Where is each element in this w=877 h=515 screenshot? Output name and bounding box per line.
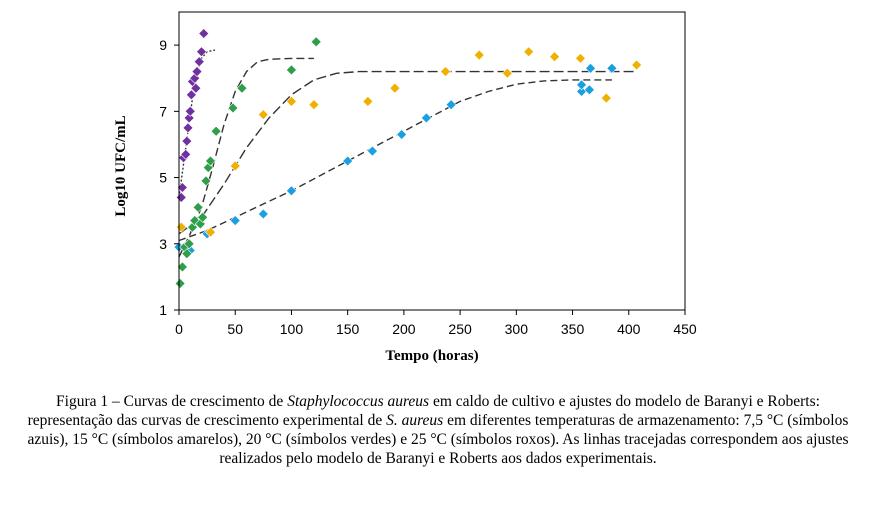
caption-species-name: Staphylococcus aureus (287, 393, 430, 410)
data-point (210, 125, 222, 137)
data-point (576, 79, 587, 91)
data-point (549, 51, 560, 63)
data-point (175, 191, 187, 203)
plot-area-frame (178, 11, 686, 311)
data-point (257, 109, 269, 121)
fit-lines (178, 49, 635, 258)
data-point (191, 66, 203, 78)
data-point (523, 46, 535, 58)
data-point (174, 278, 186, 289)
x-tick-label: 350 (561, 321, 585, 337)
data-point (286, 64, 297, 76)
fit-line (178, 70, 635, 235)
x-tick-label: 250 (448, 321, 472, 337)
data-point (185, 89, 197, 101)
data-point (181, 135, 193, 147)
data-point (310, 36, 322, 48)
data-point (366, 145, 378, 157)
data-point (501, 67, 513, 79)
data-point (575, 52, 586, 64)
data-point (229, 215, 241, 227)
data-point (184, 105, 196, 117)
data-points (173, 28, 643, 289)
data-point (198, 28, 210, 39)
data-point (389, 82, 401, 94)
data-point (183, 112, 195, 124)
y-axis-ticks: 1 3 5 7 9 (159, 37, 179, 318)
data-point (193, 56, 205, 68)
data-point (227, 102, 239, 114)
fit-line (178, 79, 612, 242)
y-tick-label: 5 (159, 170, 167, 186)
x-tick-label: 300 (505, 321, 529, 337)
x-tick-label: 0 (175, 321, 183, 337)
x-tick-label: 200 (392, 321, 416, 337)
data-point (175, 221, 187, 233)
data-point (229, 160, 241, 172)
x-tick-label: 400 (617, 321, 641, 337)
x-tick-label: 100 (280, 321, 304, 337)
x-axis-ticks: 0 50 100 150 200 250 300 350 400 450 (175, 310, 697, 337)
caption-text-part-2: em caldo de cultivo e ajustes do modelo … (27, 393, 820, 429)
y-tick-label: 3 (159, 236, 167, 252)
data-point (180, 148, 192, 160)
data-point (342, 155, 354, 167)
data-point (473, 49, 485, 61)
figure-chart: 0 50 100 150 200 250 300 350 400 450 1 3 5 7 9 Tempo … (113, 11, 697, 364)
data-point (183, 238, 195, 250)
data-point (197, 211, 209, 223)
x-tick-label: 150 (336, 321, 360, 337)
data-point (205, 226, 216, 238)
data-point (440, 66, 451, 78)
data-point (631, 59, 643, 71)
data-point (196, 46, 207, 58)
data-point (600, 92, 612, 104)
data-point (205, 155, 216, 167)
data-point (286, 95, 297, 107)
data-point (396, 129, 408, 140)
y-tick-label: 7 (159, 103, 167, 119)
data-point (257, 208, 269, 220)
caption-text-part-3: em diferentes temperaturas de armazename… (27, 412, 849, 467)
y-tick-label: 9 (159, 37, 167, 53)
data-point (308, 99, 320, 111)
data-point (583, 84, 595, 96)
data-point (190, 82, 202, 94)
data-point (182, 122, 194, 134)
data-point (286, 185, 297, 197)
x-tick-label: 50 (227, 321, 243, 337)
growth-curve-chart: 0 50 100 150 200 250 300 350 400 450 1 3 5 7 9 Tempo … (113, 11, 697, 364)
data-point (236, 82, 248, 94)
y-axis-title: Log10 UFC/mL (113, 115, 129, 216)
x-axis-title: Tempo (horas) (385, 348, 478, 364)
data-point (200, 175, 212, 187)
data-point (362, 95, 374, 107)
figure-caption: Figura 1 – Curvas de crescimento de Stap… (18, 392, 858, 468)
data-point (192, 201, 204, 213)
x-tick-label: 450 (673, 321, 697, 337)
caption-text-part-1: Figura 1 – Curvas de crescimento de (56, 393, 288, 410)
fit-line (178, 57, 314, 258)
data-point (445, 99, 457, 111)
data-point (181, 248, 193, 260)
data-point (585, 62, 596, 74)
data-point (420, 112, 432, 124)
caption-species-abbrev: S. aureus (386, 412, 444, 429)
y-tick-label: 1 (159, 302, 167, 318)
data-point (606, 62, 618, 74)
